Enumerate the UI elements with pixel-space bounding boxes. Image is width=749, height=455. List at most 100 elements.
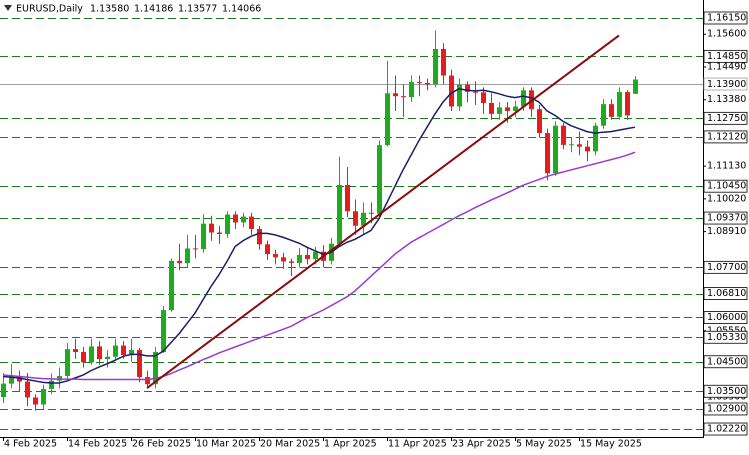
candle-body (297, 254, 302, 263)
x-tick-label: 20 Mar 2025 (260, 439, 320, 450)
header-high: 1.14186 (134, 4, 173, 15)
x-tick-label: 4 Feb 2025 (4, 439, 57, 450)
level-label-box (703, 260, 748, 274)
price-label-box (703, 77, 748, 91)
candle-body (137, 349, 142, 378)
level-label: 1.02220 (707, 424, 746, 435)
candle-body (449, 75, 454, 107)
price-label: 1.13900 (707, 79, 746, 90)
candle-body (177, 260, 182, 264)
candle-body (153, 352, 158, 385)
candle-body (49, 380, 54, 389)
header-open: 1.13580 (90, 4, 129, 15)
x-tick-label: 10 Mar 2025 (196, 439, 256, 450)
candle-body (401, 96, 406, 98)
y-tick-label: 1.05550 (707, 325, 746, 336)
candle-body (457, 84, 462, 107)
level-label-box (703, 402, 748, 416)
level-label-box (703, 179, 748, 193)
candle-body (513, 106, 518, 111)
candle-body (201, 223, 206, 250)
candle-body (561, 125, 566, 145)
level-label: 1.07700 (707, 262, 746, 273)
candle-body (481, 92, 486, 103)
candle-body (289, 261, 294, 263)
y-tick-label: 1.15600 (707, 29, 746, 40)
level-label-box (703, 384, 748, 398)
candle-body (129, 349, 134, 355)
plot-area (0, 18, 703, 430)
level-label: 1.12120 (707, 131, 746, 142)
candle-body (193, 248, 198, 250)
candle-body (217, 232, 222, 234)
candle-body (9, 375, 14, 384)
x-tick-label: 11 Apr 2025 (388, 439, 447, 450)
candle-body (577, 144, 582, 147)
candle-body (337, 185, 342, 244)
candle-body (33, 397, 38, 405)
level-label-box (703, 287, 748, 300)
candle-body (161, 310, 166, 353)
candle-body (313, 251, 318, 260)
candle-body (409, 82, 414, 98)
candle-body (393, 93, 398, 97)
candle-body (113, 345, 118, 357)
candle-body (433, 48, 438, 85)
level-label-box (703, 11, 748, 25)
level-label-box (703, 311, 748, 324)
candle-body (121, 345, 126, 355)
header-close: 1.14066 (222, 4, 261, 15)
candle-body (521, 90, 526, 107)
candle-body (569, 144, 574, 146)
candle-body (257, 228, 262, 245)
level-label: 1.04500 (707, 356, 746, 367)
header-low: 1.13577 (178, 4, 217, 15)
x-tick-label: 23 Apr 2025 (452, 439, 511, 450)
level-label: 1.06810 (707, 288, 746, 299)
candle-body (97, 346, 102, 360)
level-label-box (703, 211, 748, 225)
candle-body (361, 212, 366, 226)
level-label-box (703, 130, 748, 144)
level-label-box (703, 330, 748, 344)
candle-body (345, 185, 350, 212)
candle-body (57, 375, 62, 381)
candle-body (265, 244, 270, 255)
candle-body (465, 84, 470, 92)
candle-body (225, 214, 230, 234)
symbol-menu-icon[interactable] (4, 5, 12, 11)
level-label: 1.02900 (707, 403, 746, 414)
x-tick-label: 5 May 2025 (516, 439, 572, 450)
candle-body (417, 82, 422, 84)
candle-body (305, 254, 310, 260)
level-label-box (703, 49, 748, 63)
candle-body (585, 146, 590, 152)
candle-body (81, 352, 86, 363)
level-label: 1.10450 (707, 181, 746, 192)
y-tick-label: 1.08910 (707, 226, 746, 237)
candle-body (1, 383, 6, 398)
moving-average (2, 151, 636, 381)
candle-body (281, 257, 286, 262)
candle-body (473, 91, 478, 93)
x-tick-label: 1 Apr 2025 (324, 439, 377, 450)
y-tick-label: 1.10020 (707, 193, 746, 204)
candle-body (505, 107, 510, 111)
candle-body (105, 356, 110, 360)
level-label: 1.05330 (707, 332, 746, 343)
candle-body (553, 125, 558, 174)
candle-body (377, 145, 382, 214)
level-label-box (703, 422, 748, 436)
candle-body (385, 93, 390, 146)
x-tick-label: 14 Feb 2025 (68, 439, 127, 450)
candle-body (241, 216, 246, 223)
candle-body (537, 109, 542, 134)
level-label-box (703, 111, 748, 125)
level-label-box (703, 355, 748, 369)
candle-body (497, 107, 502, 114)
candle-body (617, 92, 622, 117)
x-tick-label: 15 May 2025 (580, 439, 642, 450)
candle-body (593, 125, 598, 152)
moving-average (2, 88, 636, 384)
